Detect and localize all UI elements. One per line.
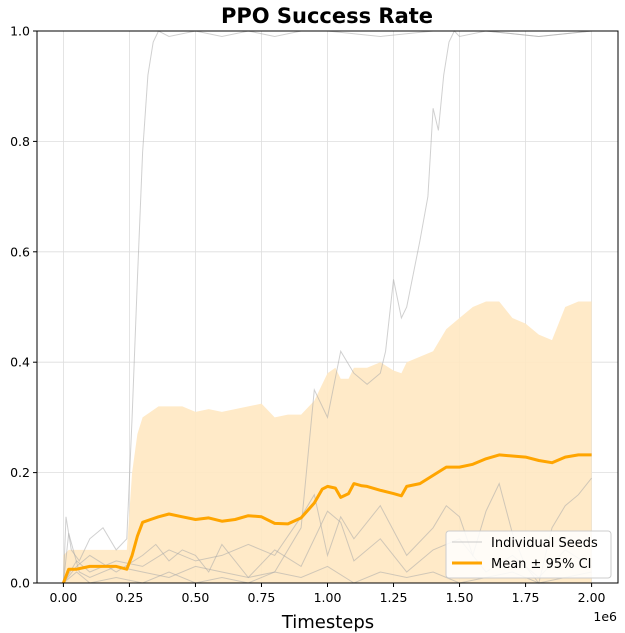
legend-box [445, 530, 612, 579]
y-tick-label: 0.6 [10, 244, 30, 259]
legend-mean-label: Mean ± 95% CI [491, 557, 592, 572]
seed-line [62, 30, 592, 584]
ci-band [63, 301, 592, 583]
x-tick-label: 0.75 [248, 590, 276, 605]
x-tick-label: 0.50 [182, 590, 210, 605]
seed-line [63, 30, 592, 584]
y-tick-label: 0.0 [10, 576, 30, 591]
x-tick-label: 1.75 [512, 590, 540, 605]
ticks: 0.00 0.25 0.50 0.75 1.00 1.25 1.50 1.75 2.00 0.0 0… [10, 24, 605, 606]
x-tick-label: 1.50 [446, 590, 474, 605]
chart-title: PPO Success Rate [221, 4, 433, 28]
y-tick-label: 1.0 [10, 24, 30, 39]
ci-band-layer [63, 301, 592, 583]
x-tick-label: 2.00 [578, 590, 606, 605]
x-tick-label: 1.25 [380, 590, 408, 605]
mean-line [61, 453, 592, 584]
y-tick-label: 0.8 [10, 134, 30, 149]
mean-line-layer [61, 453, 592, 584]
legend-seed-label: Individual Seeds [491, 536, 598, 551]
x-axis-label: Timesteps [281, 612, 374, 633]
x-tick-label: 0.25 [116, 590, 144, 605]
y-tick-label: 0.4 [10, 355, 30, 370]
x-tick-label: 0.00 [49, 590, 77, 605]
y-tick-label: 0.2 [10, 465, 30, 480]
x-tick-label: 1.00 [314, 590, 342, 605]
legend: Individual Seeds Mean ± 95% CI [445, 530, 612, 579]
x-offset-label: 1e6 [593, 609, 617, 624]
